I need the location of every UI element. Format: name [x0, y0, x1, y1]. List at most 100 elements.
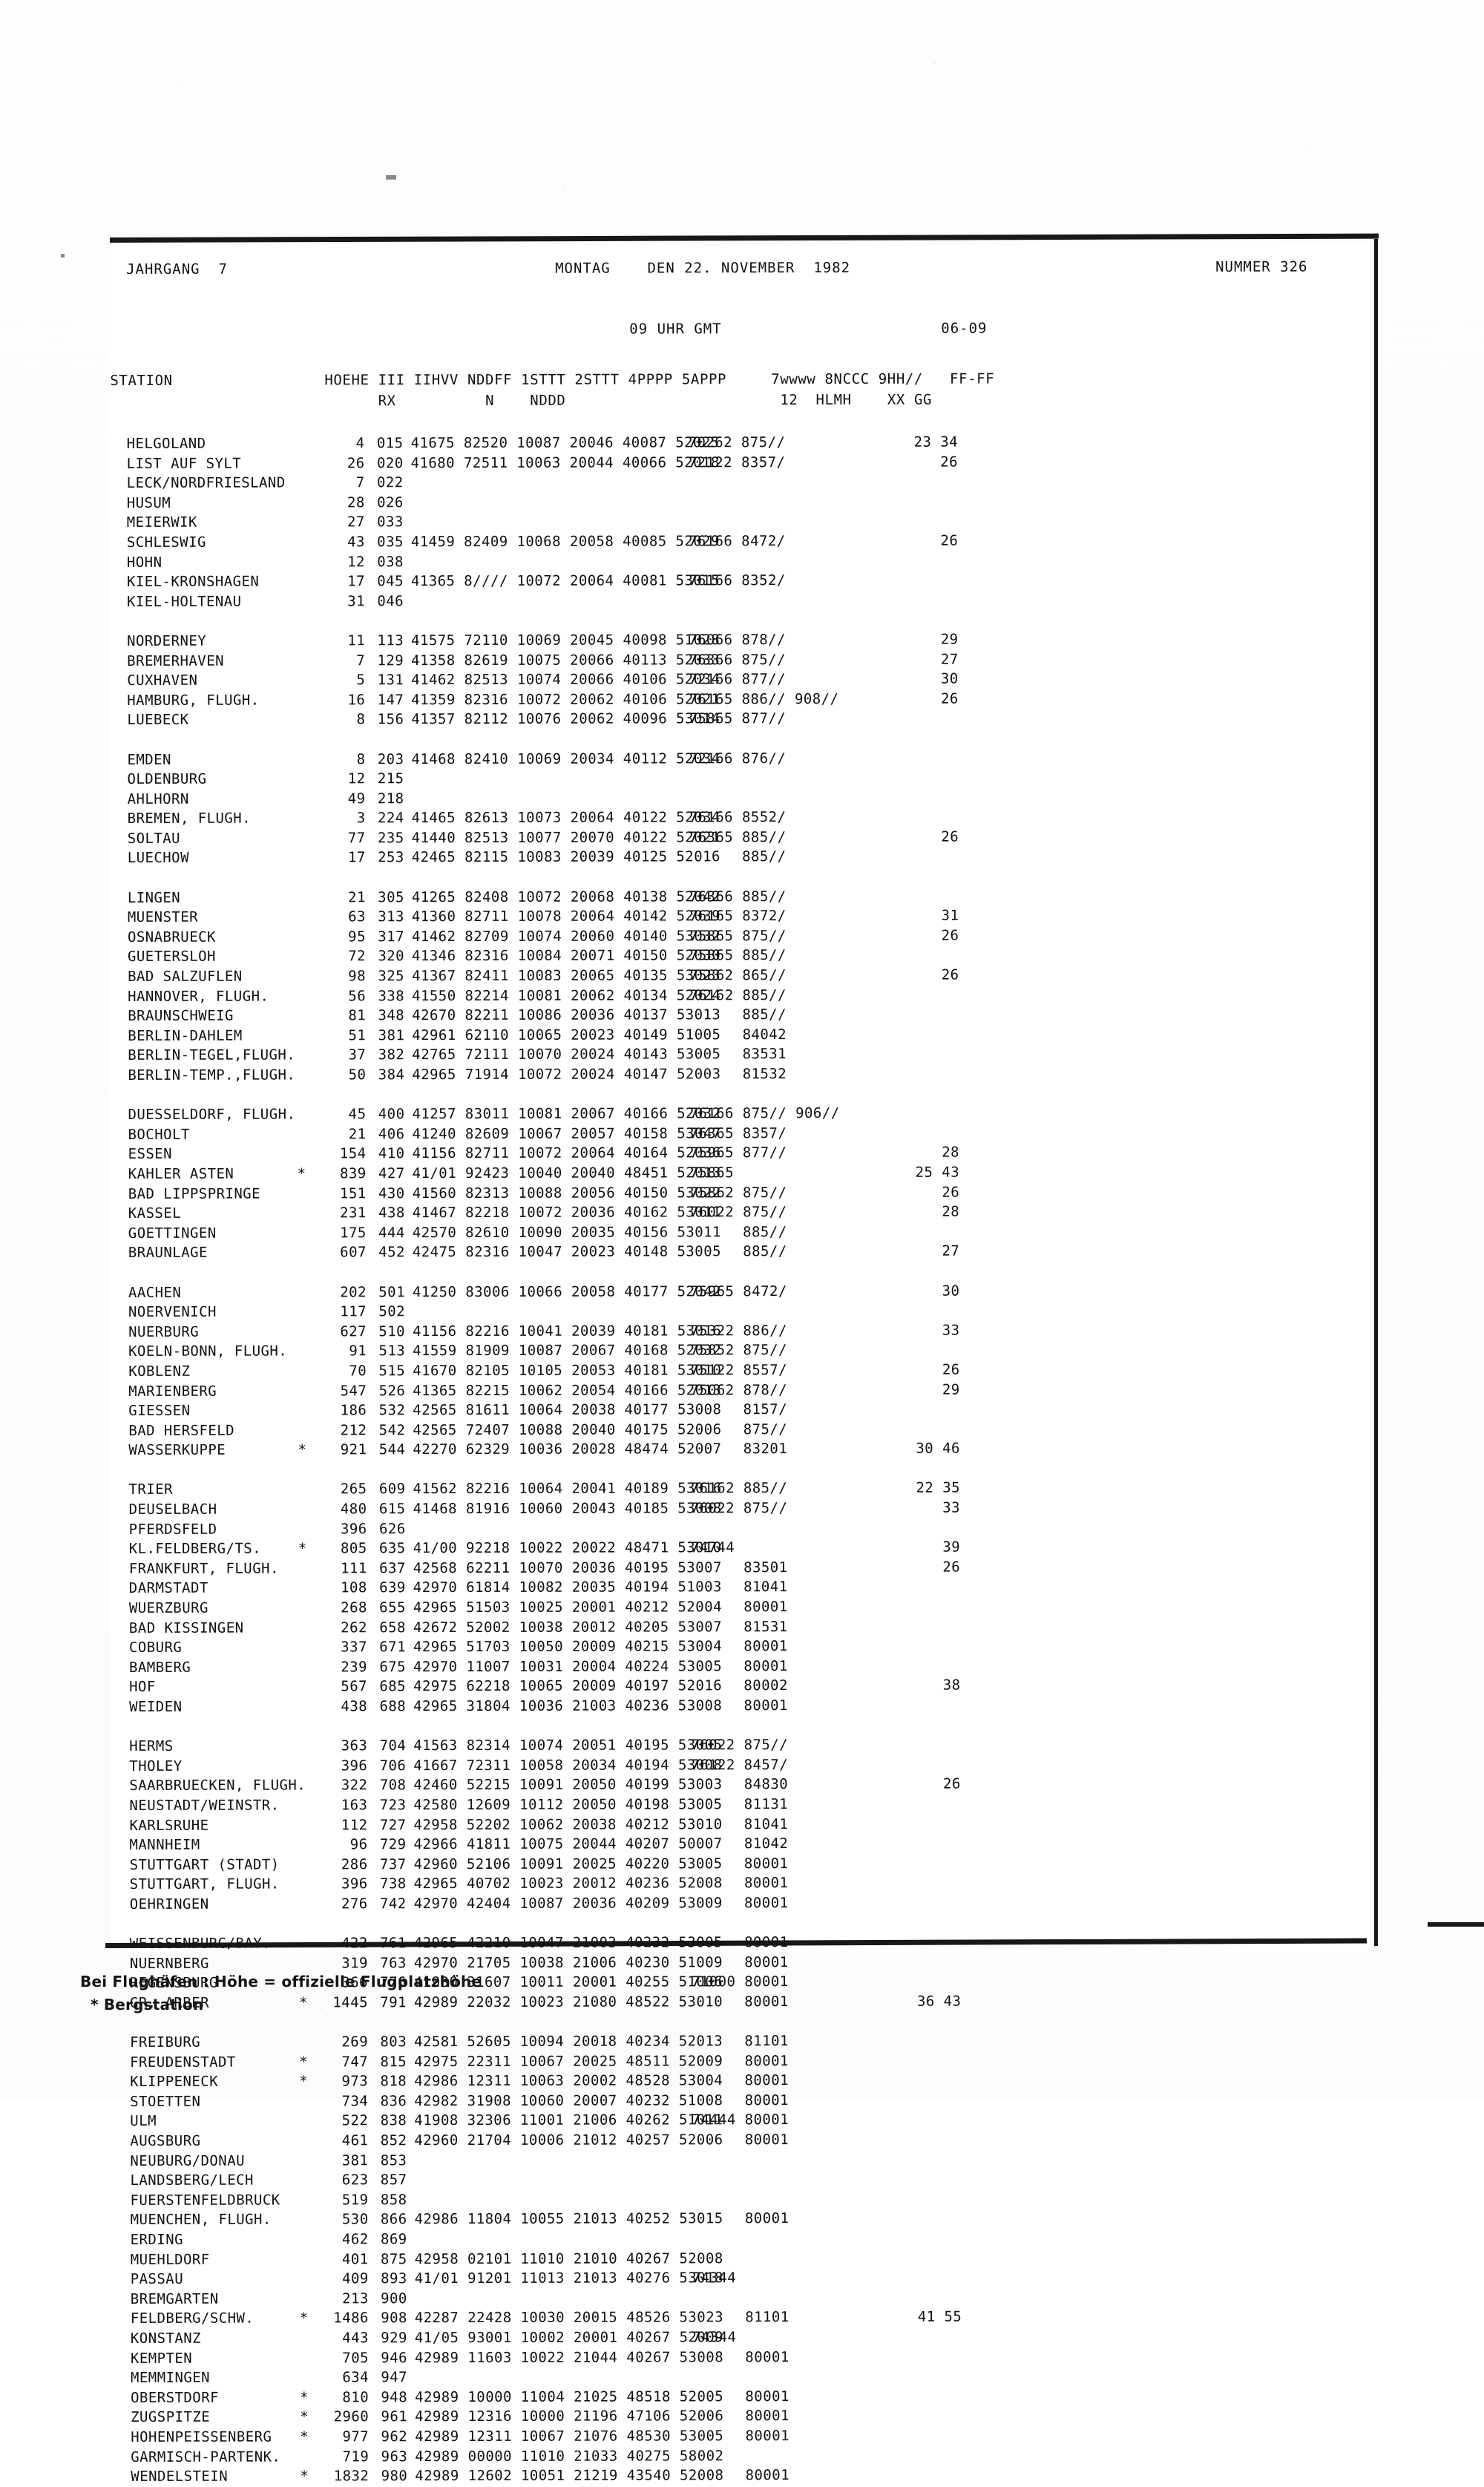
cell-a: 41358 82619 10075 20066 40113 52033 — [404, 650, 675, 670]
cell-a: 42958 52202 10062 20038 40212 53010 — [406, 1815, 677, 1835]
cell-station: NUERBURG — [112, 1322, 286, 1342]
cell-station: LINGEN — [111, 888, 286, 908]
cell-iii: 338 — [366, 986, 404, 1006]
cell-station: WEIDEN — [113, 1697, 287, 1717]
cell-hoehe: 276 — [319, 1894, 368, 1914]
cell-hoehe: 519 — [319, 2190, 368, 2210]
cell-hoehe: 17 — [316, 571, 365, 592]
cell-b — [675, 565, 898, 566]
cell-b: 875// — [677, 1419, 899, 1439]
cell-iii: 026 — [365, 493, 404, 513]
cell-a: 41667 72311 10058 20034 40194 53008 — [406, 1755, 677, 1775]
cell-b: 80001 — [678, 2051, 901, 2071]
cell-iii: 501 — [367, 1282, 405, 1303]
cell-b: 76366 885// — [676, 886, 899, 906]
cell-hoehe: 239 — [318, 1657, 367, 1677]
cell-b: 81042 — [677, 1834, 900, 1854]
cell-a: 41468 81916 10060 20043 40185 53008 — [406, 1498, 677, 1518]
cell-b — [679, 2262, 902, 2263]
cell-hoehe: 72 — [317, 947, 366, 967]
cell-iii: 727 — [367, 1815, 406, 1835]
cell-c: 30 46 — [899, 1439, 1070, 1459]
cell-station: HUSUM — [111, 493, 285, 513]
cell-station: SAARBRUECKEN, FLUGH. — [113, 1776, 287, 1796]
cell-c: 26 — [899, 827, 1069, 847]
cell-b: 885// — [677, 1242, 899, 1262]
cell-iii: 980 — [369, 2466, 407, 2486]
cell-b: 76365 8357/ — [676, 1124, 899, 1144]
cell-b: 75965 877// — [677, 1143, 899, 1163]
cell-hoehe: 27 — [316, 513, 365, 533]
cell-hoehe: 213 — [320, 2289, 369, 2309]
cell-iii: 015 — [365, 433, 404, 453]
cell-iii: 655 — [367, 1598, 406, 1618]
cell-a: 41462 82513 10074 20066 40106 52034 — [404, 670, 675, 690]
cell-hoehe: 16 — [316, 690, 365, 710]
cell-a: 41265 82408 10072 20068 40138 52042 — [404, 887, 676, 907]
cell-hoehe: 396 — [319, 1875, 368, 1895]
cell-b — [675, 506, 898, 507]
cell-iii: 235 — [366, 828, 404, 848]
cell-hoehe: 607 — [318, 1243, 367, 1263]
cell-hoehe: 70 — [318, 1361, 367, 1381]
cell-hoehe: 81 — [317, 1006, 366, 1026]
cell-iii: 946 — [369, 2348, 407, 2368]
cell-c: 30 — [898, 669, 1068, 689]
cell-a: 41440 82513 10077 20070 40122 52021 — [404, 828, 676, 848]
cell-station: CUXHAVEN — [111, 671, 285, 691]
cell-hoehe: 269 — [319, 2032, 368, 2052]
cell-b: 83501 — [677, 1558, 900, 1578]
cell-iii: 729 — [367, 1835, 406, 1855]
cell-c: 26 — [899, 1360, 1070, 1380]
cell-b: 80001 — [679, 2387, 902, 2407]
cell-iii: 035 — [365, 532, 404, 552]
cell-station: NEUBURG/DONAU — [114, 2151, 288, 2171]
cell-hoehe: 31 — [316, 592, 365, 612]
cell-hoehe: 21 — [317, 888, 366, 908]
cell-a — [407, 2243, 679, 2244]
cell-a: 42670 82211 10086 20036 40137 53013 — [404, 1006, 676, 1026]
cell-station: MANNHEIM — [113, 1835, 287, 1855]
cell-station: BERLIN-TEMP.,FLUGH. — [111, 1066, 286, 1086]
cell-b: 80001 — [678, 1933, 901, 1953]
cell-hoehe: 409 — [320, 2269, 369, 2289]
cell-hoehe: 747 — [319, 2052, 368, 2072]
cell-a — [404, 782, 676, 783]
cell-iii: 033 — [365, 513, 404, 533]
cell-b: 70262 875// — [675, 433, 898, 453]
cell-b: 80002 — [677, 1676, 900, 1696]
cell-b: 80001 — [679, 2426, 902, 2446]
cell-a: 42270 62329 10036 20028 48474 52007 — [405, 1440, 677, 1460]
cell-hoehe: 363 — [318, 1736, 367, 1756]
cell-station: BAD LIPPSPRINGE — [112, 1184, 286, 1204]
cell-a: 41908 32306 11001 21006 40262 51011 — [407, 2111, 678, 2131]
cell-b: 885// — [676, 1005, 899, 1025]
cell-station: MEMMINGEN — [114, 2368, 289, 2388]
cell-station: BAD SALZUFLEN — [111, 967, 286, 987]
cell-hoehe: 163 — [318, 1795, 367, 1815]
cell-a: 41559 81909 10087 20067 40168 52032 — [405, 1341, 677, 1361]
cell-iii: 815 — [368, 2052, 407, 2072]
cell-a: 41346 82316 10084 20071 40150 52030 — [404, 946, 676, 966]
cell-hoehe: 547 — [318, 1381, 367, 1401]
cell-a: 42568 62211 10070 20036 40195 53007 — [406, 1558, 677, 1578]
cell-iii: 857 — [368, 2170, 407, 2190]
observation-time: 09 UHR GMT — [629, 321, 721, 337]
cell-station: HELGOLAND — [111, 434, 285, 454]
